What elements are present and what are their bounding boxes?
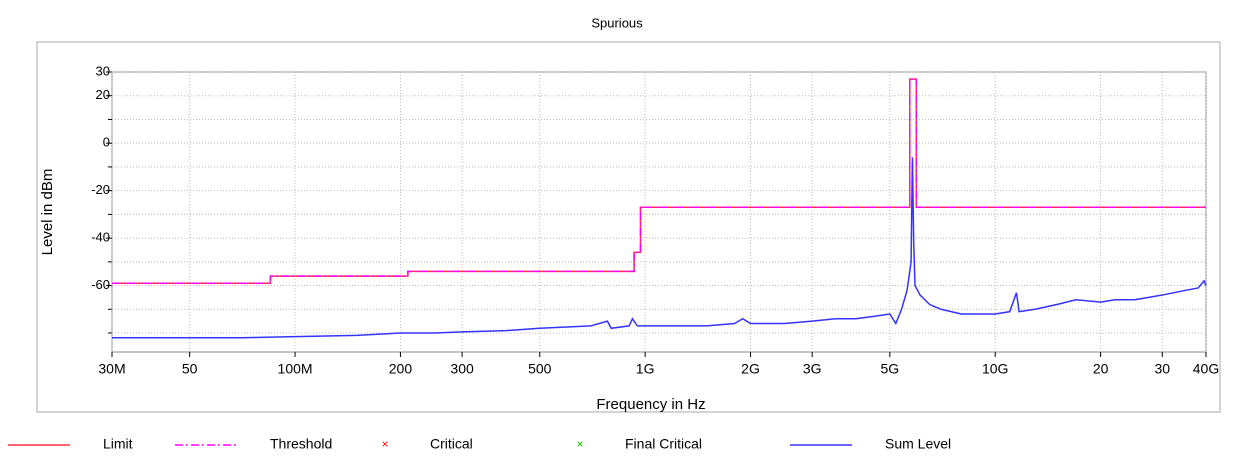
series-line — [112, 157, 1207, 339]
x-axis-label: Frequency in Hz — [596, 396, 705, 413]
chart-title: Spurious — [591, 15, 643, 30]
series-line — [112, 78, 1206, 284]
series-line — [112, 78, 1206, 284]
y-tick-label: 0 — [103, 135, 110, 150]
y-tick-label: -20 — [91, 182, 110, 197]
x-tick-label: 200 — [389, 361, 413, 377]
x-tick-label: 300 — [450, 361, 474, 377]
y-tick-label: -60 — [91, 277, 110, 292]
legend-label: Final Critical — [625, 436, 702, 452]
legend-label: Threshold — [270, 436, 332, 452]
legend-label: Critical — [430, 436, 473, 452]
x-tick-label: 500 — [528, 361, 552, 377]
x-tick-label: 30M — [98, 361, 125, 377]
plot-area — [111, 71, 1207, 353]
x-tick-label: 20 — [1093, 361, 1109, 377]
legend-marker: × — [576, 437, 583, 451]
x-tick-label: 2G — [741, 361, 760, 377]
legend-marker: × — [381, 437, 388, 451]
x-tick-label: 5G — [880, 361, 899, 377]
x-tick-label: 100M — [278, 361, 313, 377]
x-tick-label: 40G — [1193, 361, 1219, 377]
y-tick-label: 20 — [96, 87, 110, 102]
x-tick-label: 50 — [182, 361, 198, 377]
y-axis-label: Level in dBm — [39, 169, 56, 256]
x-tick-label: 30 — [1154, 361, 1170, 377]
x-tick-label: 1G — [636, 361, 655, 377]
x-tick-label: 3G — [803, 361, 822, 377]
legend-label: Limit — [103, 436, 133, 452]
x-tick-label: 10G — [982, 361, 1008, 377]
y-tick-label: -40 — [91, 230, 110, 245]
legend-label: Sum Level — [885, 436, 951, 452]
chart-frame — [36, 41, 1221, 413]
y-tick-label: 30 — [96, 63, 110, 78]
